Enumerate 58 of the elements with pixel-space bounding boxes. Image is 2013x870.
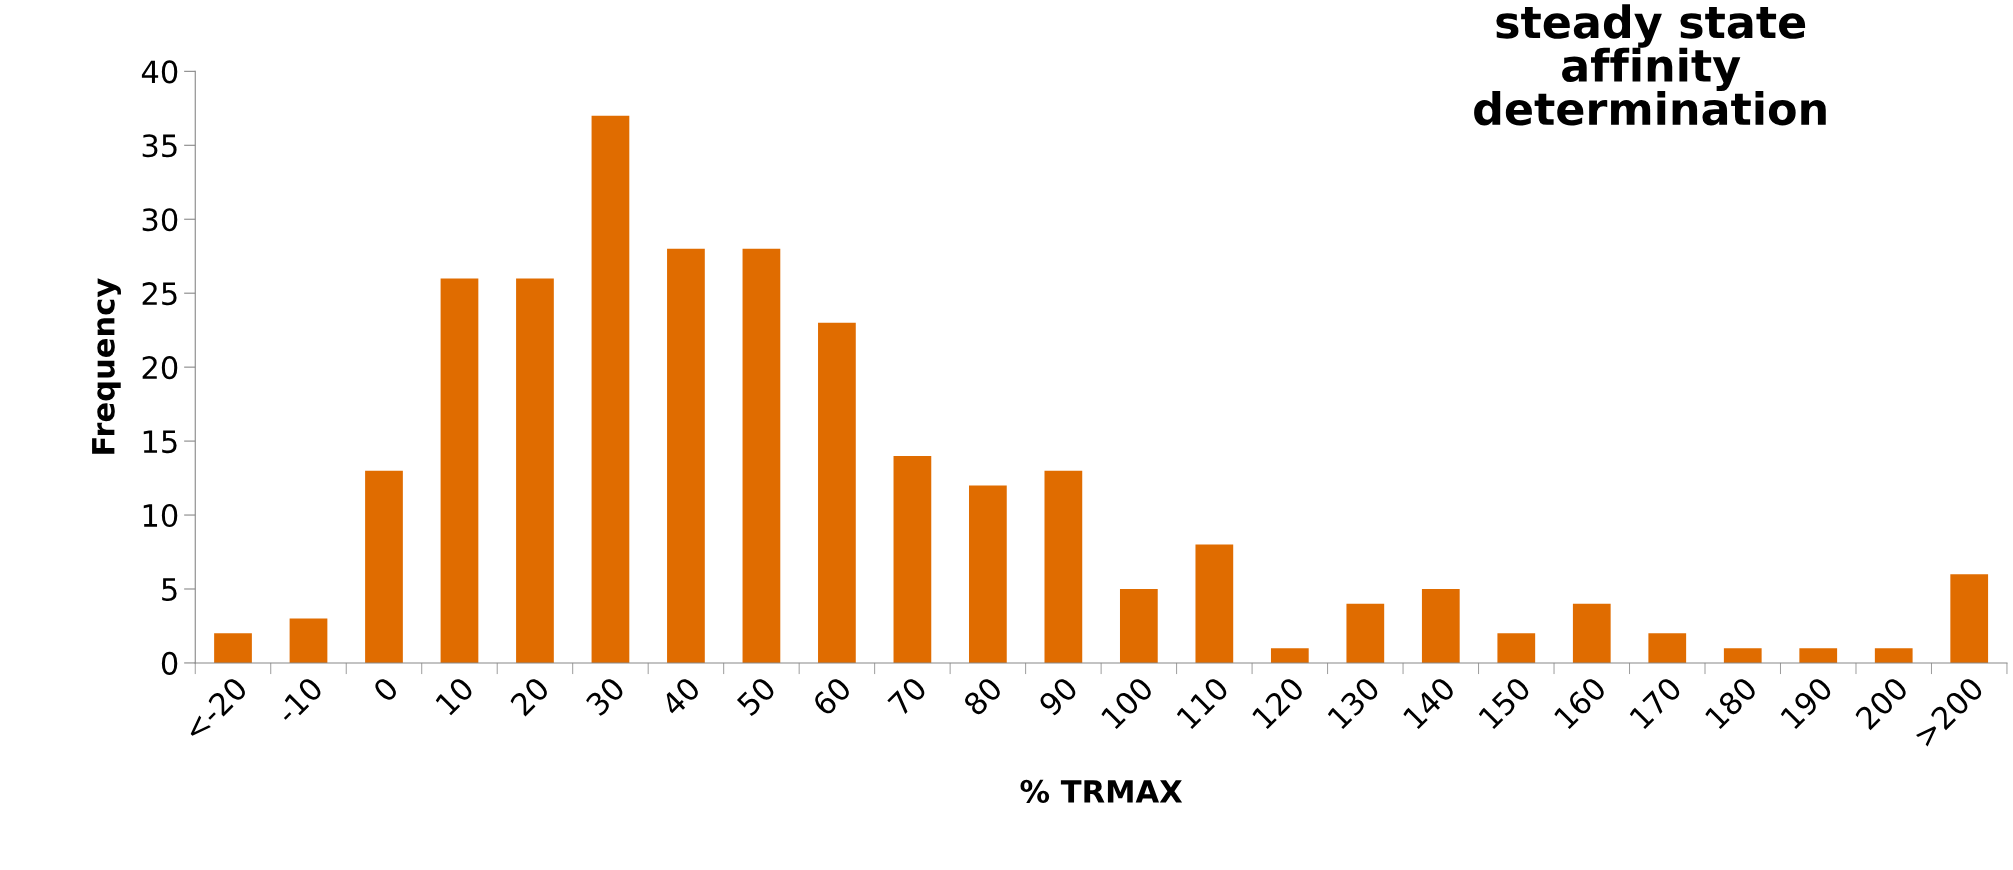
bar xyxy=(1346,603,1385,663)
x-tick-label: -10 xyxy=(274,675,324,726)
bar xyxy=(742,248,781,663)
x-tick-label: 0 xyxy=(372,675,400,704)
bar xyxy=(440,278,479,663)
x-tick-label: 190 xyxy=(1779,675,1834,730)
x-tick-label: 80 xyxy=(962,675,1004,717)
bar xyxy=(1497,633,1536,663)
x-tick-label: 180 xyxy=(1704,675,1759,730)
x-tick-label: 70 xyxy=(887,675,928,717)
bar xyxy=(969,485,1007,663)
bar xyxy=(214,633,252,663)
bar xyxy=(1648,633,1687,663)
bar xyxy=(1421,588,1460,663)
x-tick-label: 40 xyxy=(659,675,702,718)
bar xyxy=(1270,648,1309,663)
x-tick-label: 110 xyxy=(1175,675,1230,730)
bar xyxy=(1119,588,1158,663)
chart-title: steady state affinity determination xyxy=(1474,4,1826,126)
y-tick-label: 25 xyxy=(142,282,177,306)
x-tick-label: 200 xyxy=(1854,675,1910,731)
x-tick-label: 30 xyxy=(584,675,626,717)
y-axis-title: Frequency xyxy=(92,278,121,454)
y-tick-label: 10 xyxy=(143,503,178,528)
y-tick-label: 5 xyxy=(162,578,177,602)
x-tick-label: 140 xyxy=(1402,675,1457,730)
x-tick-label: 90 xyxy=(1037,675,1079,717)
bar xyxy=(1799,648,1838,663)
bar xyxy=(1874,648,1913,663)
bar xyxy=(1572,603,1611,663)
x-tick-label: 120 xyxy=(1251,675,1306,730)
x-axis-title: % TRMAX xyxy=(1020,779,1183,803)
y-tick-label: 0 xyxy=(161,651,178,675)
y-tick-label: 40 xyxy=(141,60,178,84)
x-tick-label: 10 xyxy=(434,675,475,716)
bar xyxy=(1950,574,1989,663)
x-tick-label: 160 xyxy=(1553,675,1608,730)
y-tick-label: 20 xyxy=(142,356,178,380)
bar xyxy=(365,470,403,663)
x-tick-label: 20 xyxy=(509,675,551,717)
bar xyxy=(893,455,932,663)
x-tick-label: 100 xyxy=(1100,675,1155,730)
x-tick-label: 170 xyxy=(1628,675,1683,730)
bar xyxy=(1044,470,1083,663)
bar xyxy=(1195,544,1234,663)
x-tick-label: 60 xyxy=(811,675,853,717)
bar xyxy=(667,248,705,663)
y-tick-label: 35 xyxy=(142,134,177,158)
bar xyxy=(818,322,856,663)
y-tick-label: 30 xyxy=(142,208,178,232)
x-tick-label: 50 xyxy=(735,675,777,717)
bar xyxy=(591,115,630,663)
bar xyxy=(1723,648,1762,663)
x-tick-label: 130 xyxy=(1326,675,1381,730)
y-tick-label: 15 xyxy=(143,430,177,454)
bar xyxy=(289,618,328,663)
bar xyxy=(516,278,554,663)
x-tick-label: 150 xyxy=(1477,675,1532,730)
